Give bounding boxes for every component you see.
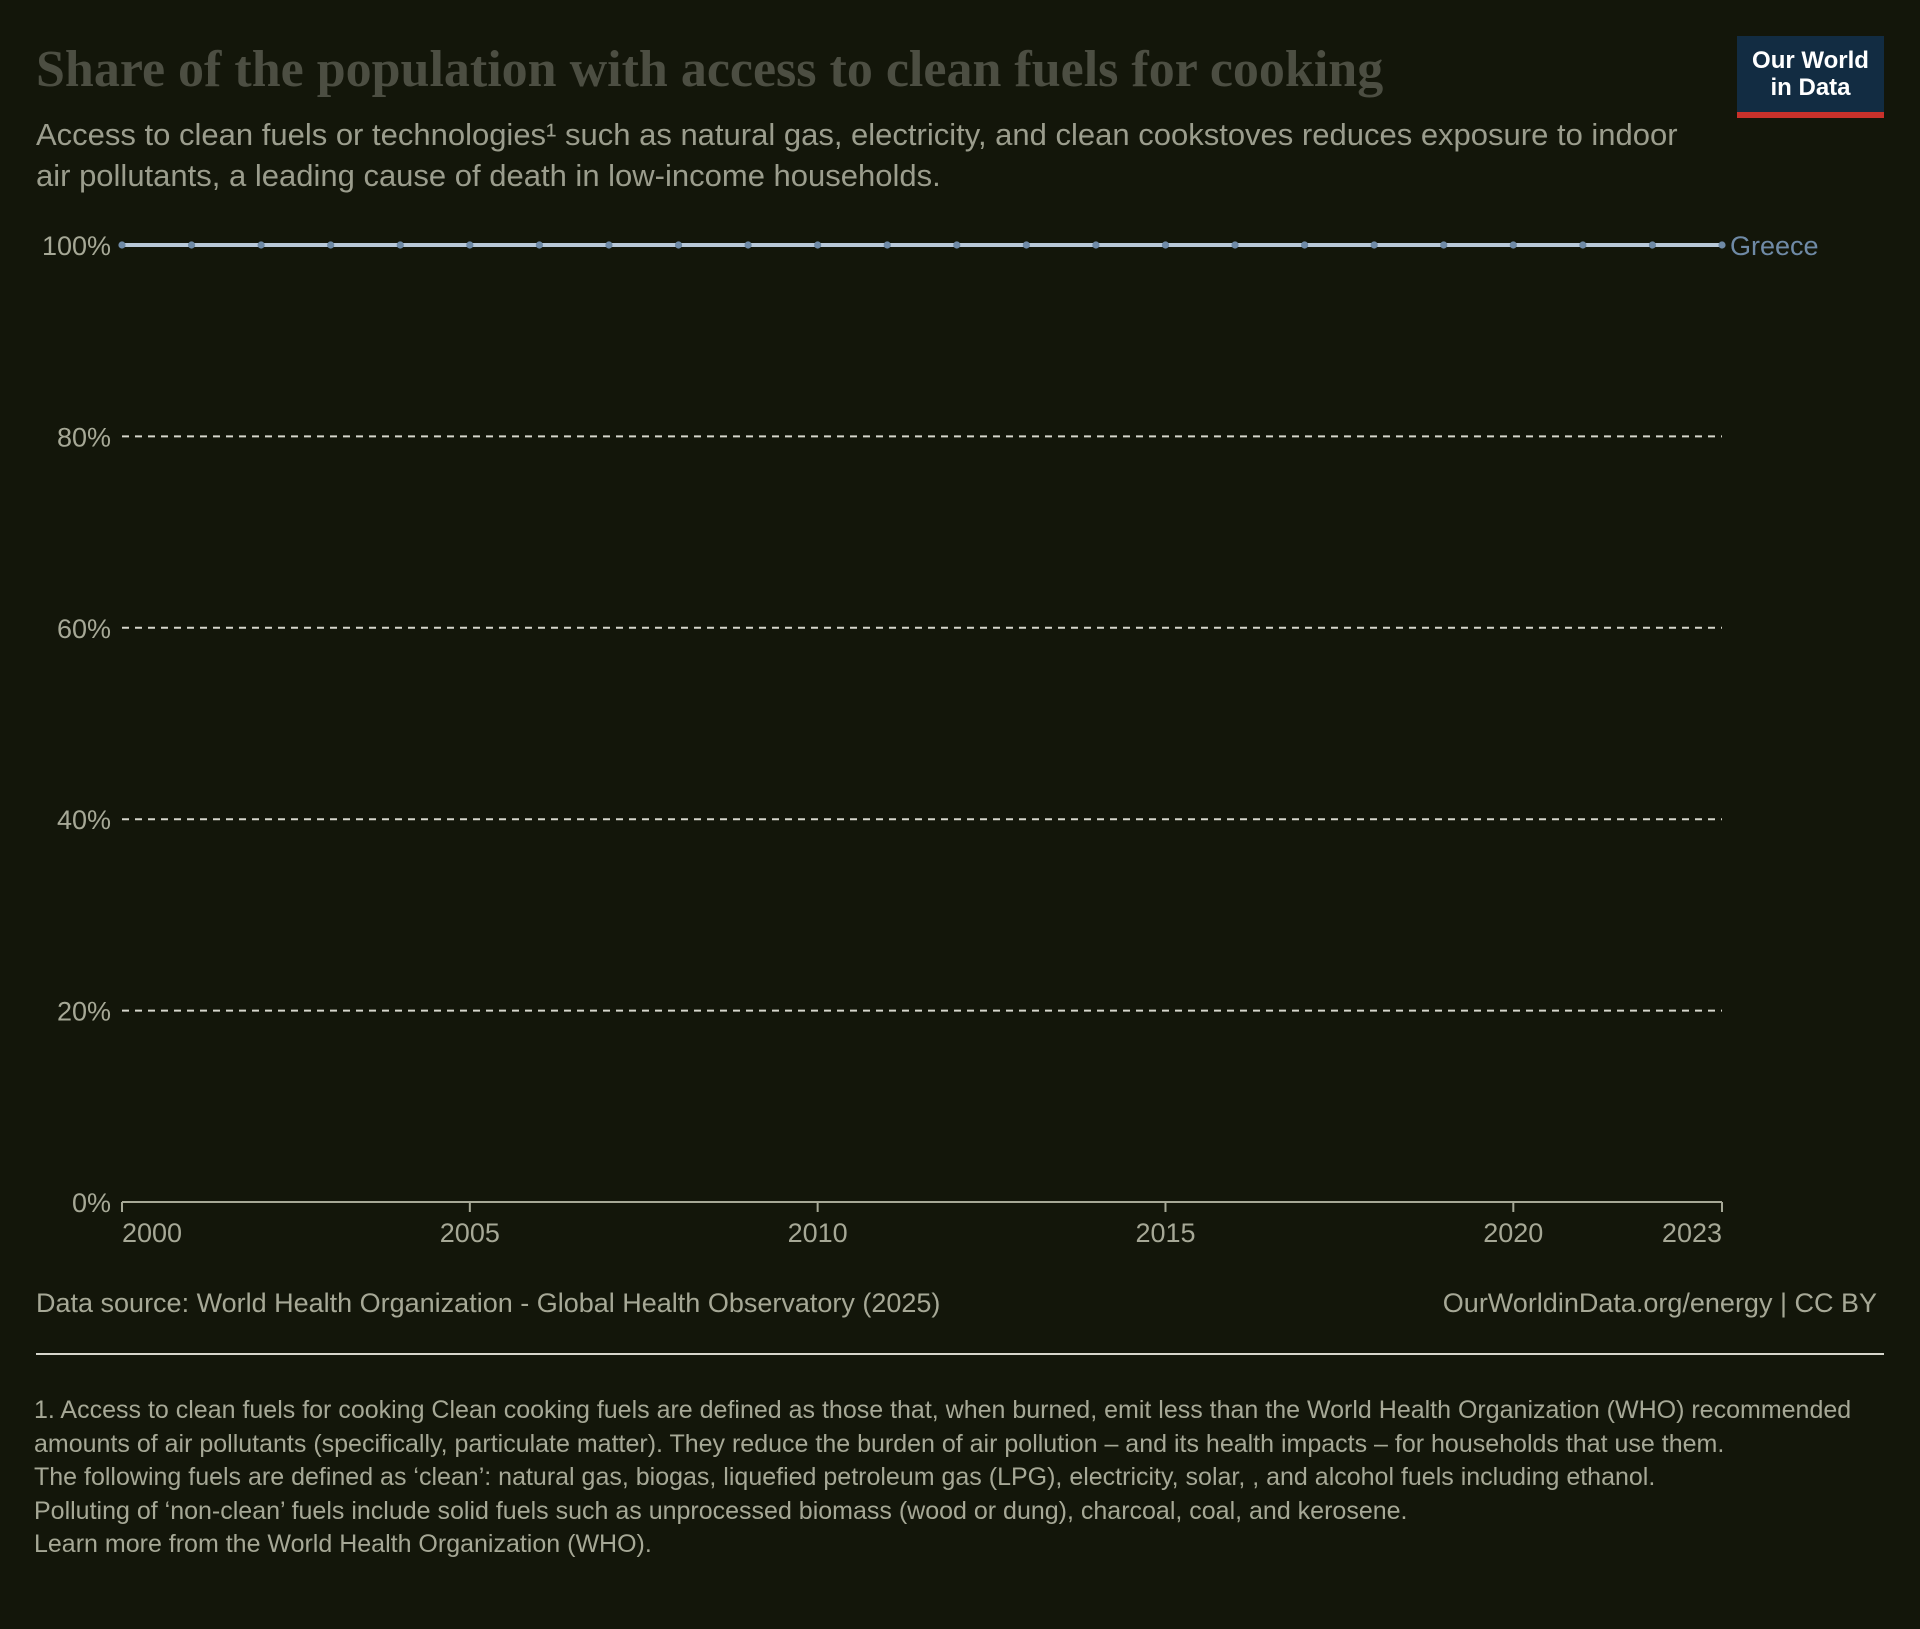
x-tick-label-2015: 2015 <box>1135 1218 1195 1248</box>
grid-lines <box>122 244 1722 1012</box>
subtitle-text: Access to clean fuels or technologies¹ s… <box>36 117 1678 193</box>
data-point-greece-2000[interactable] <box>118 241 126 249</box>
series-labels: Greece <box>1730 231 1819 261</box>
data-point-greece-2017[interactable] <box>1301 241 1309 249</box>
y-tick-label-60: 60% <box>57 614 111 644</box>
data-point-greece-2014[interactable] <box>1092 241 1100 249</box>
footer-divider <box>36 1353 1884 1355</box>
data-source-text[interactable]: Data source: World Health Organization -… <box>36 1288 941 1318</box>
y-tick-label-40: 40% <box>57 805 111 835</box>
footnote-2: The following fuels are defined as ‘clea… <box>34 1463 1656 1491</box>
data-point-greece-2016[interactable] <box>1231 241 1239 249</box>
x-axis-tick-labels: 2000 2005 2010 2015 2020 2023 <box>122 1218 1722 1248</box>
y-tick-label-0: 0% <box>72 1188 111 1218</box>
data-point-greece-2005[interactable] <box>466 241 474 249</box>
data-point-greece-2012[interactable] <box>953 241 961 249</box>
data-point-greece-2007[interactable] <box>605 241 613 249</box>
x-tick-label-2000: 2000 <box>122 1218 182 1248</box>
logo-line-1: Our World <box>1752 47 1869 74</box>
data-point-greece-2006[interactable] <box>535 241 543 249</box>
data-point-greece-2021[interactable] <box>1579 241 1587 249</box>
footnote-4[interactable]: Learn more from the World Health Organiz… <box>34 1530 652 1558</box>
data-point-greece-2018[interactable] <box>1370 241 1378 249</box>
data-point-greece-2011[interactable] <box>883 241 891 249</box>
data-point-greece-2002[interactable] <box>257 241 265 249</box>
data-point-greece-2009[interactable] <box>744 241 752 249</box>
x-axis <box>121 1201 1723 1212</box>
y-tick-label-80: 80% <box>57 422 111 452</box>
footnotes: 1. Access to clean fuels for cooking Cle… <box>34 1394 1884 1562</box>
data-point-greece-2015[interactable] <box>1161 241 1170 249</box>
credit-link[interactable]: OurWorldinData.org/energy | CC BY <box>1442 1288 1877 1318</box>
x-tick-label-2010: 2010 <box>788 1218 848 1248</box>
data-point-greece-2004[interactable] <box>396 241 404 249</box>
y-axis-tick-labels: 0% 20% 40% 60% 80% 100% <box>42 231 111 1218</box>
data-point-greece-2013[interactable] <box>1022 241 1030 249</box>
y-tick-label-100: 100% <box>42 231 111 261</box>
chart-subtitle: Access to clean fuels or technologies¹ s… <box>36 114 1716 196</box>
x-tick-label-2020: 2020 <box>1483 1218 1543 1248</box>
footnote-1: 1. Access to clean fuels for cooking Cle… <box>34 1396 1852 1458</box>
x-tick-label-2005: 2005 <box>440 1218 500 1248</box>
data-point-greece-2008[interactable] <box>674 241 683 249</box>
data-point-greece-2003[interactable] <box>327 241 335 249</box>
logo-line-2: in Data <box>1770 74 1851 101</box>
x-tick-label-2023: 2023 <box>1662 1218 1722 1248</box>
chart-title: Share of the population with access to c… <box>36 41 1384 98</box>
data-source: Data source: World Health Organization -… <box>36 1286 940 1320</box>
data-point-greece-2010[interactable] <box>814 241 822 249</box>
series-label-greece: Greece <box>1730 231 1819 261</box>
data-point-greece-2020[interactable] <box>1509 241 1517 249</box>
footnote-3: Polluting of ‘non-clean’ fuels include s… <box>34 1496 1408 1525</box>
data-point-greece-2022[interactable] <box>1648 241 1657 249</box>
series-points[interactable] <box>118 241 1726 249</box>
data-point-greece-2019[interactable] <box>1440 241 1448 249</box>
owid-logo[interactable]: Our World in Data <box>1737 36 1884 118</box>
y-tick-label-20: 20% <box>57 997 111 1027</box>
data-point-greece-2023[interactable] <box>1718 241 1726 249</box>
data-point-greece-2001[interactable] <box>187 241 196 249</box>
